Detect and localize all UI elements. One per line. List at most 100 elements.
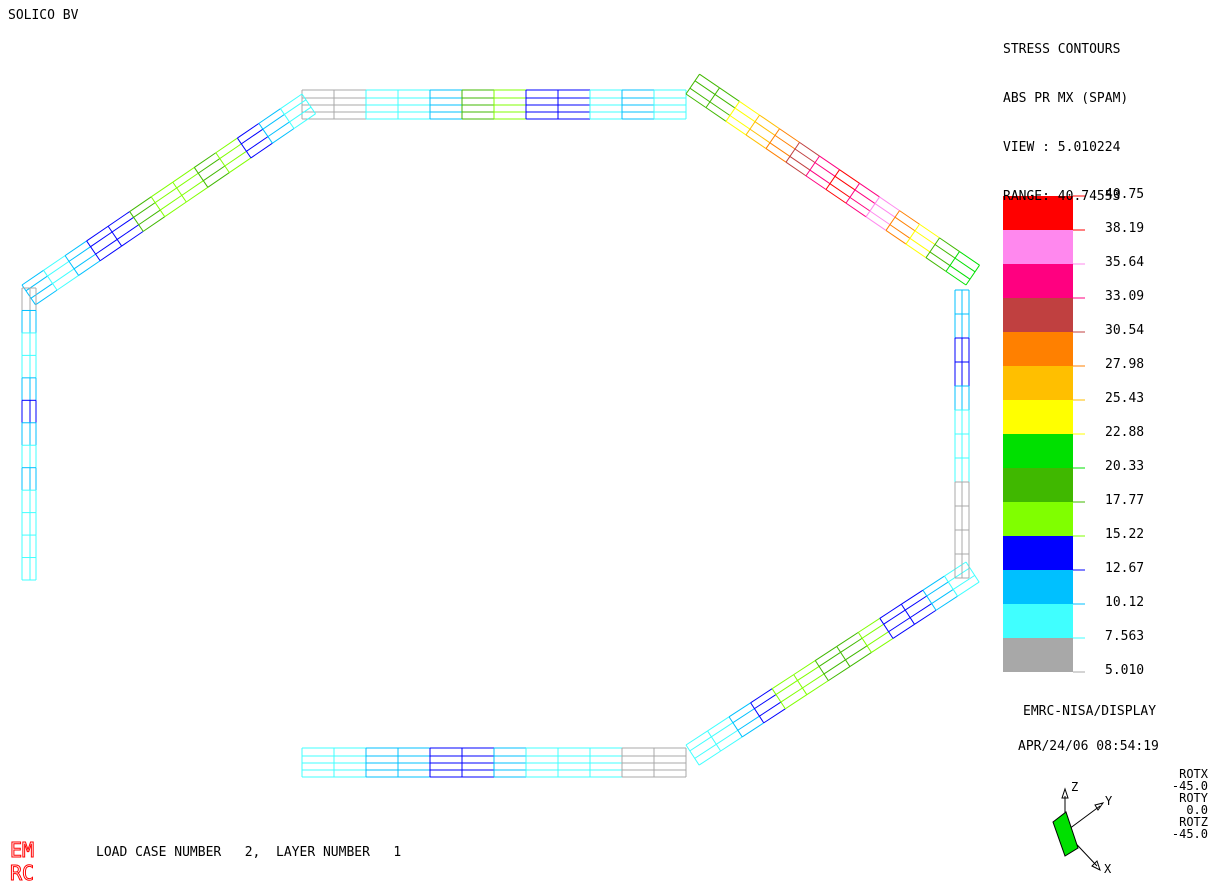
bottom-right-diagonal-edge [814,646,838,661]
top-left-diagonal-edge [142,216,166,232]
legend-label: 12.67 [1105,561,1145,576]
bottom-right-diagonal-edge [780,687,803,703]
top-right-diagonal-edge [805,175,827,190]
top-left-diagonal-edge [107,211,130,227]
top-right-diagonal-edge [739,101,760,116]
bottom-right-diagonal-edge [888,617,911,633]
bottom-right-diagonal-rib [685,744,700,766]
top-right-diagonal-edge [794,148,816,164]
top-right-diagonal-edge [699,73,720,89]
legend-swatch [1003,230,1073,264]
legend-swatch [1003,502,1073,536]
top-left-diagonal-rib [86,240,101,262]
legend-label: 27.98 [1105,357,1145,372]
top-right-diagonal-edge [905,243,927,259]
legend-label: 22.88 [1105,425,1145,440]
top-left-diagonal-rib [107,225,123,247]
bottom-right-diagonal-edge [732,708,755,724]
top-left-diagonal-edge [25,275,48,292]
logo-line-1: EM [10,838,34,862]
legend-label: 35.64 [1105,255,1145,270]
top-left-diagonal-edge [203,165,226,182]
top-left-diagonal-edge [241,128,264,145]
top-right-diagonal-edge [894,216,916,232]
top-left-diagonal-rib [236,137,252,159]
top-left-diagonal-edge [289,106,312,123]
bottom-right-diagonal-rib [814,660,829,681]
top-right-diagonal-edge [745,134,767,149]
top-left-diagonal-edge [267,121,290,138]
top-left-diagonal-rib [43,270,58,291]
top-right-diagonal-edge [854,189,876,204]
rotation-line: 0.0 [1186,803,1208,817]
top-right-diagonal-edge [899,210,920,225]
top-left-diagonal-edge [224,150,247,167]
legend-swatch [1003,366,1073,400]
top-left-diagonal-rib [64,255,80,276]
rotation-line: ROTZ [1179,815,1208,829]
top-left-diagonal-edge [90,231,113,248]
top-right-diagonal-edge [949,265,971,280]
top-left-diagonal-edge [95,239,118,255]
bottom-right-diagonal-edge [711,722,734,738]
top-right-diagonal-edge [749,128,771,144]
z-axis-arrow [1061,787,1069,799]
top-left-diagonal-edge [229,157,252,174]
legend-label: 20.33 [1105,459,1145,474]
bottom-right-diagonal-rib [944,575,959,597]
bottom-right-diagonal-edge [775,680,798,695]
bottom-right-diagonal-rib [728,716,743,738]
top-left-diagonal-edge [52,268,75,284]
top-left-diagonal-edge [154,187,177,204]
top-right-diagonal-edge [685,93,707,109]
load-case-info: LOAD CASE NUMBER 2, LAYER NUMBER 1 [96,845,402,860]
rotation-line: -45.0 [1171,779,1208,793]
bottom-right-diagonal-edge [720,736,743,752]
top-right-diagonal-edge [874,203,896,218]
bottom-right-diagonal-edge [871,637,894,653]
bottom-right-diagonal-edge [952,574,976,590]
top-right-diagonal-rib [725,101,740,122]
top-right-diagonal-edge [879,196,900,212]
top-left-diagonal-edge [237,122,260,139]
top-left-diagonal-edge [47,260,70,277]
top-left-diagonal-edge [215,137,238,154]
header-line: STRESS CONTOURS [1003,42,1121,57]
top-right-diagonal-edge [769,142,791,157]
top-left-diagonal-edge [194,152,217,168]
z-axis-label: Z [1071,780,1078,794]
top-right-diagonal-edge [934,244,956,259]
bottom-right-diagonal-edge [901,589,924,605]
bottom-right-diagonal-edge [750,688,773,704]
top-left-diagonal-edge [86,225,109,242]
top-right-diagonal-edge [939,237,960,252]
top-left-diagonal-edge [68,246,91,262]
top-right-diagonal-edge [925,257,947,272]
top-left-diagonal-edge [35,289,58,306]
top-left-diagonal-edge [207,172,230,188]
top-right-diagonal-rib [765,128,780,149]
top-left-diagonal-edge [197,158,221,174]
top-left-diagonal-edge [111,216,134,233]
top-right-diagonal-edge [789,156,811,171]
bottom-right-diagonal-edge [879,603,902,619]
legend-label: 40.75 [1105,187,1145,202]
bottom-right-diagonal-rib [771,688,786,710]
bottom-right-diagonal-rib [750,702,765,724]
top-right-diagonal-edge [714,94,736,109]
legend-swatch [1003,638,1073,672]
top-right-diagonal-edge [849,196,871,212]
top-right-diagonal-edge [869,210,891,226]
top-right-diagonal-edge [834,175,856,191]
top-left-diagonal-rib [258,123,273,144]
rotation-line: ROTY [1179,791,1208,805]
top-left-diagonal-edge [43,255,66,271]
top-left-diagonal-edge [99,245,122,262]
top-right-diagonal-edge [774,134,796,150]
top-left-diagonal-rib [150,196,166,217]
top-left-diagonal-edge [64,240,87,257]
bottom-right-diagonal-edge [836,631,859,647]
x-axis-label: X [1104,862,1112,876]
frame-structure [21,73,980,778]
